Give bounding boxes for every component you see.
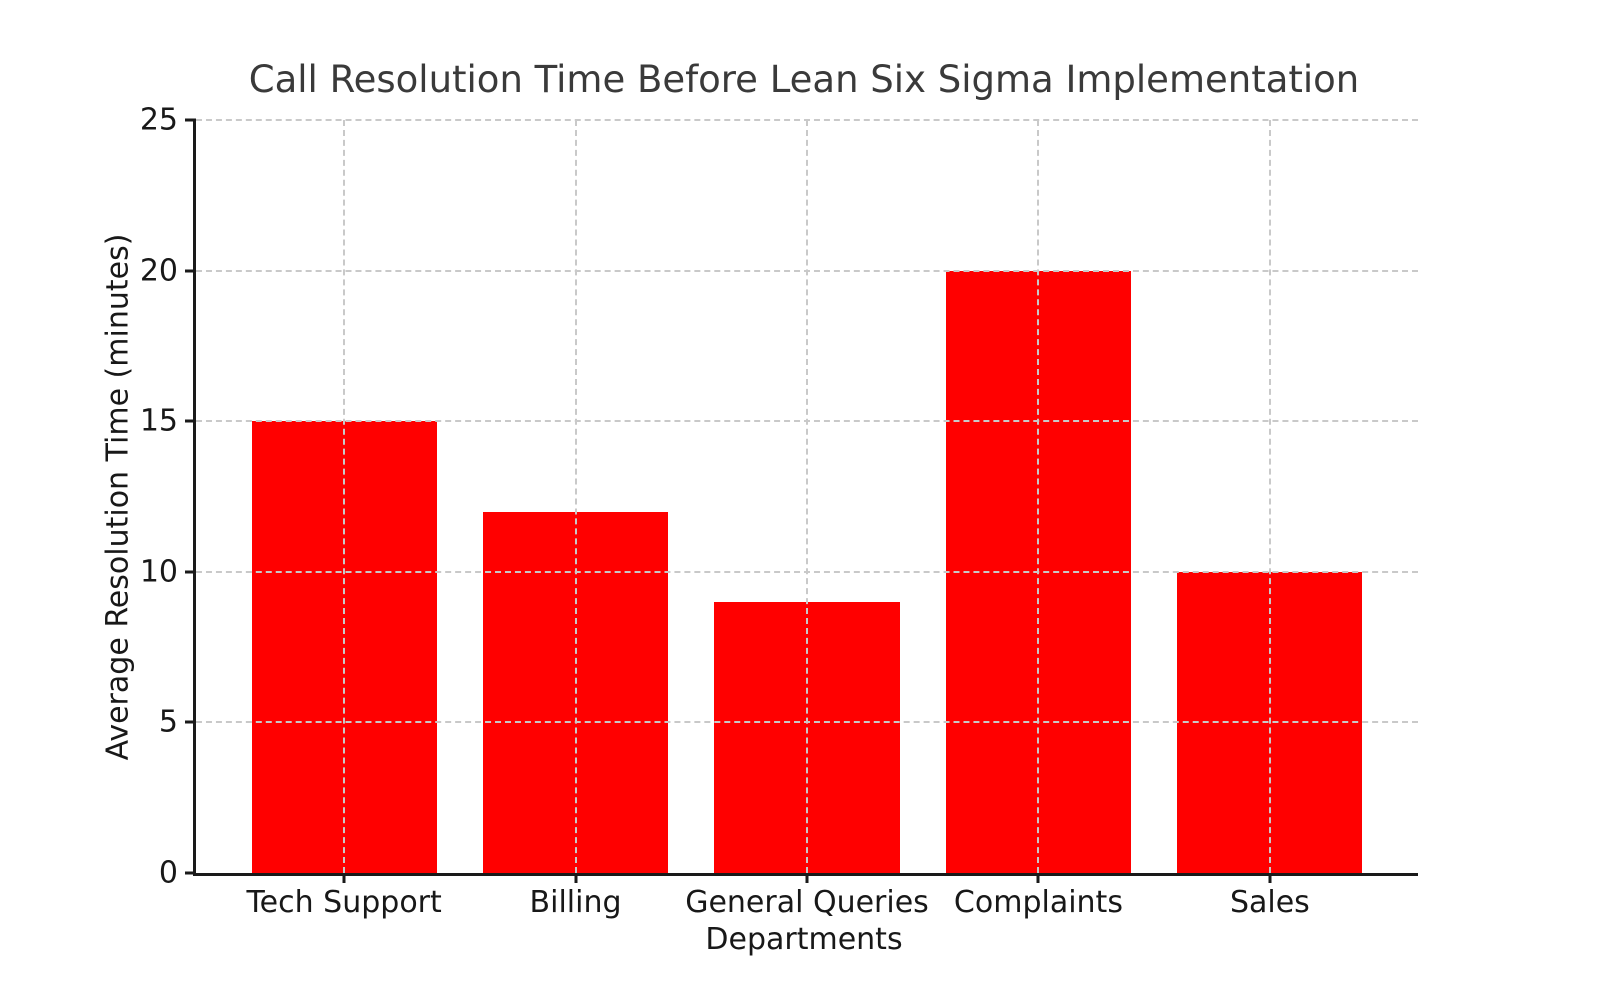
plot-area: 0 5 10 15 20 25 Tech Support Billing General Que… — [140, 103, 1418, 920]
x-axis-label: Departments — [705, 922, 903, 957]
y-tick-label-5: 5 — [158, 704, 178, 740]
y-tick-label-25: 25 — [139, 102, 178, 138]
x-tick-mark-general-queries — [805, 873, 809, 883]
y-tick-mark-25 — [185, 118, 196, 122]
y-tick-mark-0 — [185, 871, 196, 875]
y-axis-label: Average Resolution Time (minutes) — [100, 233, 136, 761]
y-tick-label-10: 10 — [139, 554, 178, 590]
x-tick-mark-billing — [574, 873, 578, 883]
x-gridline-billing — [574, 120, 577, 873]
x-gridline-general-queries — [806, 120, 808, 873]
x-gridline-complaints — [1037, 120, 1040, 873]
y-tick-mark-15 — [185, 419, 196, 423]
x-tick-label-general-queries: General Queries — [685, 885, 929, 920]
x-tick-mark-complaints — [1036, 873, 1040, 883]
x-tick-mark-sales — [1268, 873, 1272, 883]
x-tick-label-billing: Billing — [529, 885, 622, 920]
y-tick-label-0: 0 — [158, 855, 178, 891]
y-tick-mark-20 — [185, 269, 196, 273]
x-tick-label-sales: Sales — [1229, 885, 1310, 920]
y-tick-mark-10 — [185, 570, 196, 574]
chart-title: Call Resolution Time Before Lean Six Sig… — [248, 58, 1360, 101]
y-tick-label-15: 15 — [139, 403, 178, 439]
y-tick-mark-5 — [185, 720, 196, 724]
x-tick-mark-tech-support — [342, 873, 346, 883]
y-tick-label-20: 20 — [139, 253, 178, 289]
x-gridline-tech-support — [343, 120, 346, 873]
x-tick-label-complaints: Complaints — [953, 885, 1123, 920]
x-tick-label-tech-support: Tech Support — [246, 885, 442, 920]
x-gridline-sales — [1268, 120, 1271, 873]
